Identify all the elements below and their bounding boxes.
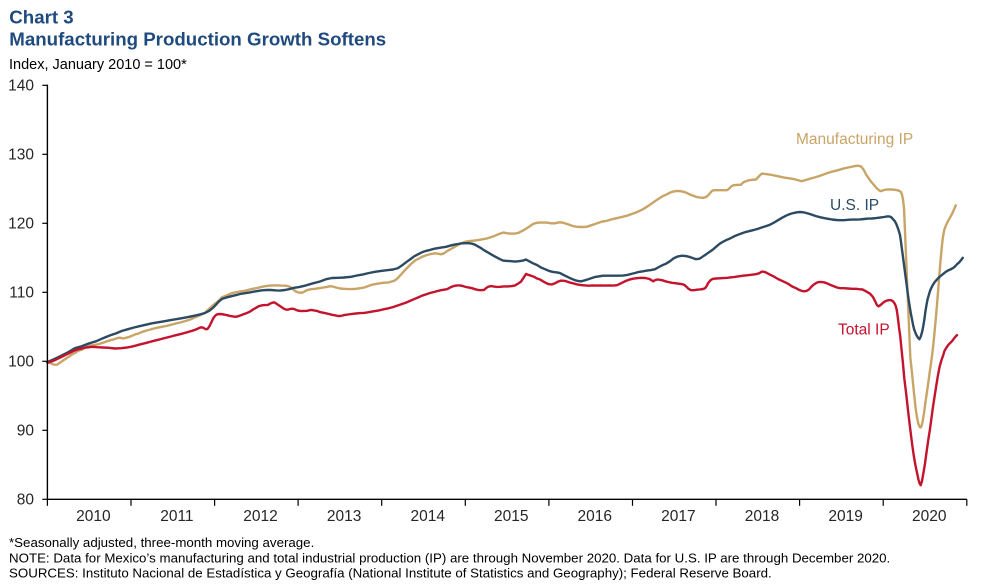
svg-text:100: 100: [8, 354, 34, 371]
svg-text:NOTE: Data for Mexico’s manufa: NOTE: Data for Mexico’s manufacturing an…: [9, 550, 890, 565]
svg-text:*Seasonally adjusted, three-mo: *Seasonally adjusted, three-month moving…: [9, 535, 314, 550]
svg-text:Manufacturing IP: Manufacturing IP: [796, 131, 913, 148]
svg-text:2016: 2016: [578, 508, 612, 525]
svg-text:130: 130: [8, 147, 34, 164]
svg-text:2012: 2012: [243, 508, 277, 525]
svg-text:U.S. IP: U.S. IP: [830, 197, 879, 214]
svg-text:140: 140: [8, 78, 34, 95]
svg-text:Manufacturing Production Growt: Manufacturing Production Growth Softens: [9, 28, 386, 49]
svg-text:110: 110: [9, 285, 34, 302]
svg-text:2011: 2011: [160, 508, 193, 525]
svg-text:2014: 2014: [410, 508, 445, 525]
svg-text:90: 90: [17, 423, 35, 440]
svg-text:80: 80: [17, 492, 35, 509]
svg-text:Index, January 2010 = 100*: Index, January 2010 = 100*: [9, 57, 187, 73]
svg-text:Total IP: Total IP: [838, 321, 890, 338]
svg-text:Chart 3: Chart 3: [9, 7, 73, 28]
svg-text:2020: 2020: [912, 508, 947, 525]
svg-text:2018: 2018: [745, 508, 779, 525]
svg-text:120: 120: [8, 216, 34, 233]
svg-text:2017: 2017: [661, 508, 695, 525]
svg-text:SOURCES: Instituto Nacional de: SOURCES: Instituto Nacional de Estadísti…: [9, 565, 772, 580]
svg-text:2013: 2013: [327, 508, 361, 525]
svg-text:2019: 2019: [828, 508, 862, 525]
svg-text:2010: 2010: [76, 508, 111, 525]
svg-text:2015: 2015: [494, 508, 528, 525]
